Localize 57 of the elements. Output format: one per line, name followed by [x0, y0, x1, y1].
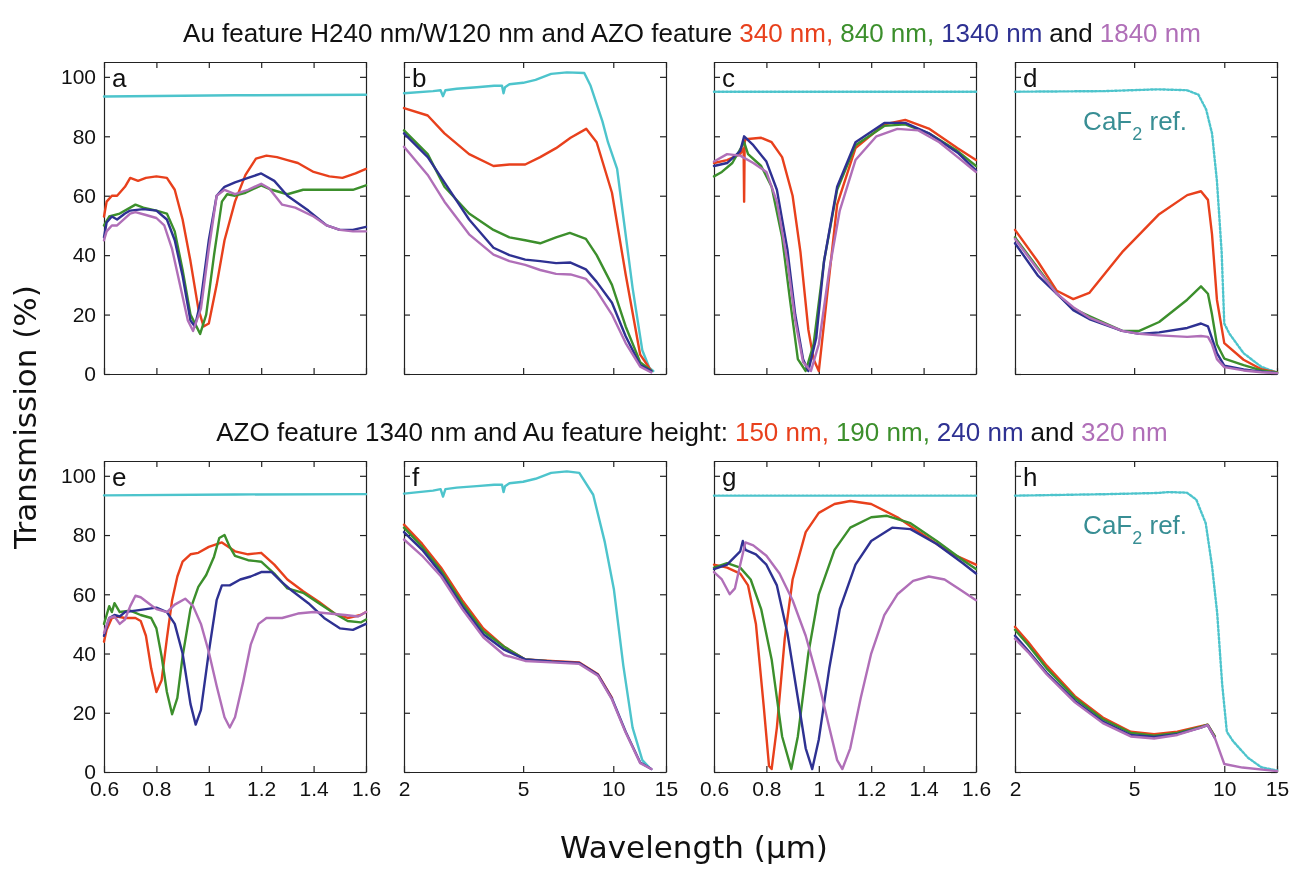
y-tick-label: 20 — [72, 302, 96, 326]
series-label: CaF$_{2}$ ref. — [1083, 105, 1188, 144]
x-tick-label: 15 — [654, 776, 679, 800]
x-tick-label: 15 — [1265, 776, 1290, 800]
chart-title: e — [112, 462, 127, 492]
chart-title: g — [722, 462, 737, 492]
text: AZO feature 1340 nm and Au feature height: — [216, 417, 728, 447]
x-tick-label: 1.6 — [961, 776, 992, 800]
x-tick-label: 0.6 — [699, 776, 730, 800]
text: 150 nm, — [734, 417, 829, 447]
series-label: CaF$_{2}$ ref. — [1083, 509, 1188, 548]
x-tick-label: 1.2 — [857, 776, 887, 800]
x-tick-label: 1.4 — [909, 776, 940, 800]
text: 1840 nm — [1099, 18, 1201, 48]
text: and — [1030, 417, 1074, 447]
y-tick-label: 100 — [60, 65, 96, 89]
y-tick-label: 80 — [72, 523, 96, 547]
text: 320 nm — [1080, 417, 1168, 447]
y-tick-label: 80 — [72, 124, 96, 148]
x-tick-label: 1 — [813, 776, 826, 800]
x-tick-label: 10 — [602, 776, 626, 800]
chart-title: b — [412, 63, 427, 93]
y-tick-label: 0 — [84, 362, 96, 386]
text: 1340 nm — [941, 18, 1043, 48]
y-tick-label: 40 — [72, 641, 96, 665]
x-tick-label: 10 — [1213, 776, 1237, 800]
y-tick-label: 100 — [60, 464, 96, 488]
x-tick-label: 5 — [1128, 776, 1141, 800]
x-tick-label: 1.4 — [299, 776, 330, 800]
x-tick-label: 1 — [203, 776, 216, 800]
chart-title: h — [1023, 462, 1038, 492]
text: 240 nm — [936, 417, 1024, 447]
chart-title: a — [112, 63, 127, 93]
x-tick-label: 2 — [398, 776, 411, 800]
y-axis-title: Transmission (%) — [7, 285, 43, 550]
text: Au feature H240 nm/W120 nm and AZO feature — [183, 18, 733, 48]
x-axis-title: Wavelength (µm) — [560, 829, 828, 865]
y-tick-label: 20 — [72, 700, 96, 724]
x-tick-label: 1.6 — [351, 776, 382, 800]
chart-title: c — [722, 63, 735, 93]
y-tick-label: 40 — [72, 243, 96, 267]
x-tick-label: 5 — [517, 776, 530, 800]
x-tick-label: 0.8 — [752, 776, 782, 800]
text: 190 nm, — [835, 417, 930, 447]
text: 840 nm, — [840, 18, 935, 48]
text: 340 nm, — [739, 18, 834, 48]
x-tick-label: 1.2 — [247, 776, 277, 800]
line-series — [102, 533, 368, 716]
text: and — [1049, 18, 1093, 48]
y-tick-label: 60 — [72, 582, 96, 606]
chart-title: f — [412, 462, 420, 492]
x-tick-label: 0.8 — [142, 776, 172, 800]
y-tick-label: 60 — [72, 183, 96, 207]
x-tick-label: 2 — [1009, 776, 1022, 800]
line-series — [102, 594, 368, 729]
chart-title: d — [1023, 63, 1038, 93]
line-series — [102, 570, 368, 726]
